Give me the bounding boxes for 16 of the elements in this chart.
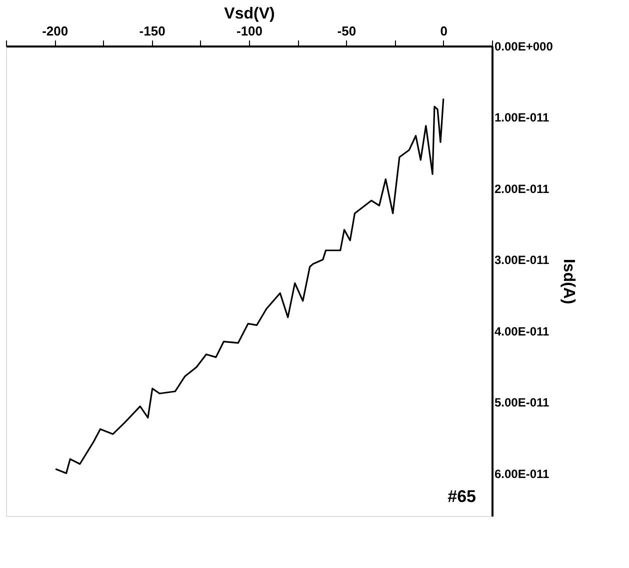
x-tick-label: -150 <box>139 24 166 38</box>
y-tick-label: 4.00E-011 <box>494 324 550 338</box>
x-axis-title: Vsd(V) <box>224 6 275 22</box>
y-tick-label: 3.00E-011 <box>494 253 550 268</box>
y-tick-label: 1.00E-011 <box>494 110 550 125</box>
y-axis-title: Isd(A) <box>560 258 577 304</box>
x-tick-label: -100 <box>236 24 263 38</box>
x-tick-label: -200 <box>42 24 68 38</box>
y-tick-label: 5.00E-011 <box>494 396 550 410</box>
y-tick-label: 0.00E+000 <box>494 40 554 54</box>
y-tick-label: 2.00E-011 <box>494 182 550 196</box>
x-tick-label: 0 <box>440 24 448 38</box>
annotation: #65 <box>448 487 476 506</box>
y-tick-label: 6.00E-011 <box>494 466 550 481</box>
line-series <box>54 98 444 474</box>
x-tick-label: -50 <box>337 24 356 38</box>
